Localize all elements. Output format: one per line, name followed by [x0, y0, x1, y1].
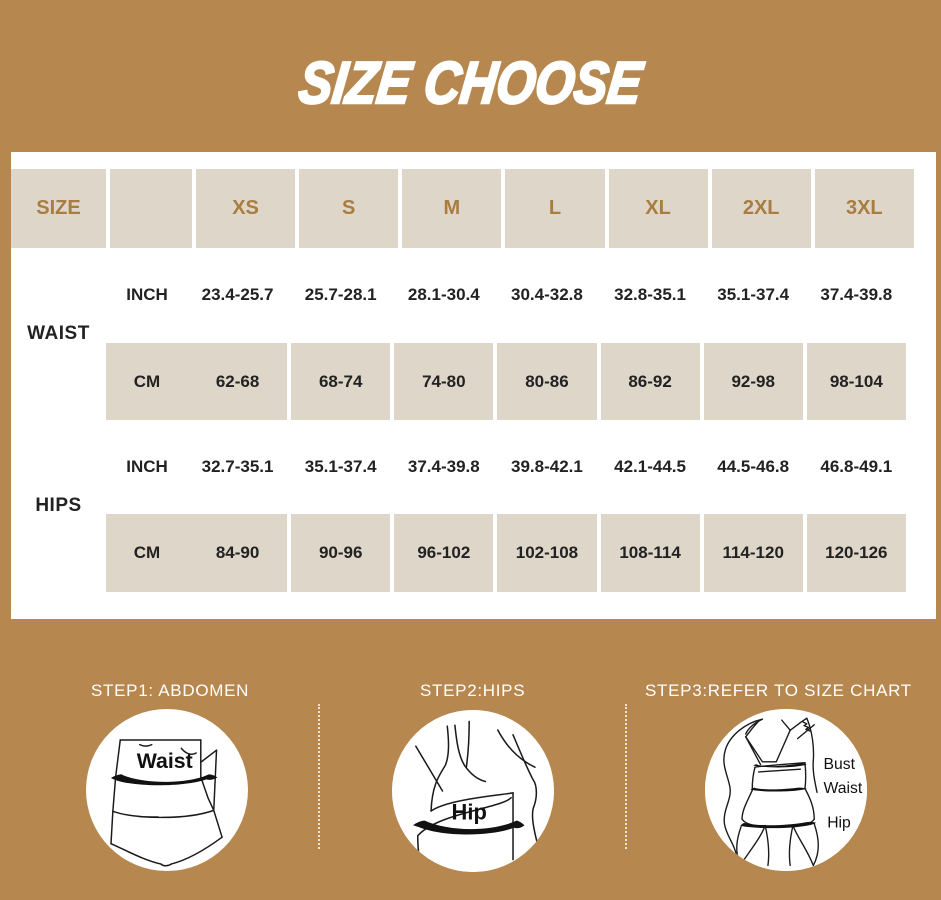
svg-text:Waist: Waist [823, 780, 862, 797]
svg-text:Hip: Hip [452, 800, 487, 825]
svg-text:Hip: Hip [827, 814, 851, 831]
svg-text:Bust: Bust [823, 756, 855, 773]
svg-text:Waist: Waist [137, 749, 193, 773]
